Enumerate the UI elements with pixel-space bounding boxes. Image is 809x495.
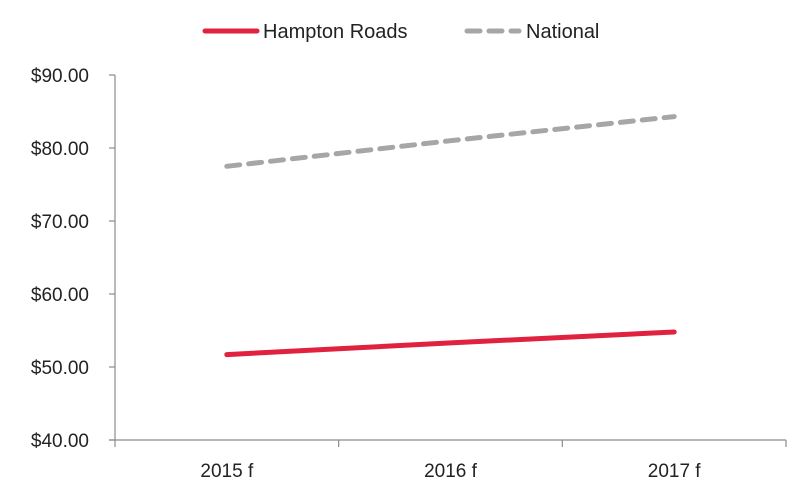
y-tick-label: $90.00 — [31, 66, 89, 87]
x-tick-label: 2017 f — [648, 461, 702, 482]
legend-label-hampton-roads: Hampton Roads — [263, 21, 408, 43]
y-tick-label: $60.00 — [31, 285, 89, 306]
y-tick-label: $40.00 — [31, 431, 89, 452]
legend-label-national: National — [526, 21, 599, 43]
x-tick-label: 2016 f — [424, 461, 478, 482]
y-tick-label: $80.00 — [31, 139, 89, 160]
x-tick-label: 2015 f — [200, 461, 254, 482]
legend: Hampton Roads National — [202, 21, 599, 43]
axes — [109, 74, 787, 447]
x-axis-tick-labels: 2015 f 2016 f 2017 f — [200, 461, 701, 482]
y-tick-label: $70.00 — [31, 212, 89, 233]
y-tick-label: $50.00 — [31, 358, 89, 379]
series-line-national — [224, 114, 677, 169]
series-line-hampton-roads — [224, 329, 677, 358]
series-lines — [224, 114, 677, 358]
y-axis-tick-labels: $40.00 $50.00 $60.00 $70.00 $80.00 $90.00 — [31, 66, 89, 452]
